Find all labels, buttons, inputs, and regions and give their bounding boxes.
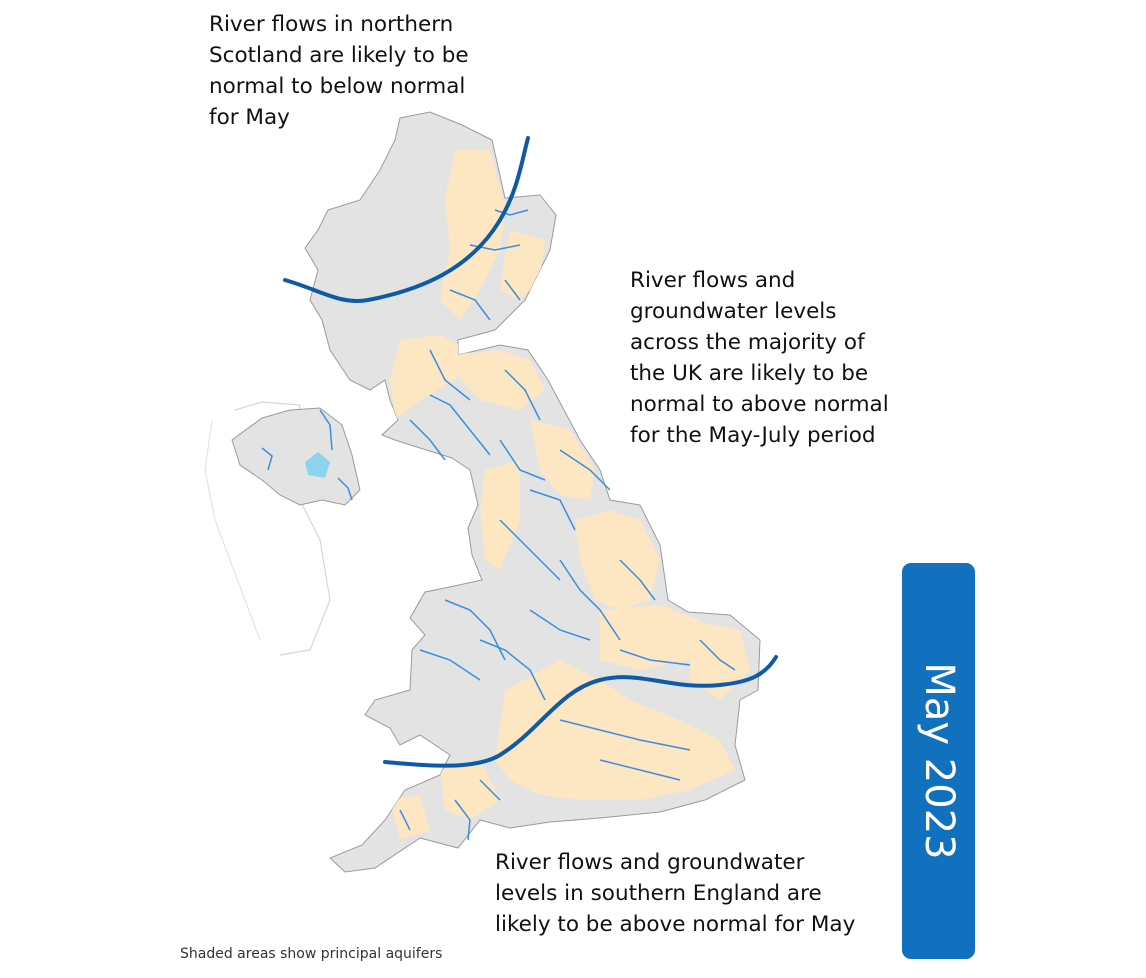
aquifer-shading	[390, 150, 750, 840]
north-annotation-line: for May	[209, 105, 290, 130]
south-annotation-line: likely to be above normal for May	[495, 912, 856, 937]
centre-annotation-line: the UK are likely to be	[630, 361, 869, 386]
date-badge-label: May 2023	[915, 662, 962, 860]
northern-ireland-land	[231, 407, 361, 506]
north-annotation-line: River flows in northern	[209, 12, 454, 37]
centre-annotation: River flows and groundwater levels acros…	[630, 265, 930, 451]
great-britain-land	[304, 111, 761, 873]
northern-boundary-line	[283, 136, 530, 303]
centre-annotation-line: for the May-July period	[630, 423, 876, 448]
north-annotation: River flows in northern Scotland are lik…	[209, 9, 509, 133]
north-annotation-line: normal to below normal	[209, 74, 466, 99]
ireland-outline-west	[204, 419, 261, 641]
south-annotation: River flows and groundwater levels in so…	[495, 847, 875, 940]
aquifer-caption: Shaded areas show principal aquifers	[180, 946, 443, 962]
ni-river-3	[337, 477, 353, 501]
south-annotation-line: River flows and groundwater	[495, 850, 805, 875]
centre-annotation-line: across the majority of	[630, 330, 865, 355]
southern-boundary-line	[383, 655, 778, 768]
ni-river-2	[319, 409, 333, 451]
rivers	[399, 209, 736, 841]
north-annotation-line: Scotland are likely to be	[209, 43, 469, 68]
centre-annotation-line: normal to above normal	[630, 392, 889, 417]
south-annotation-line: levels in southern England are	[495, 881, 822, 906]
centre-annotation-line: groundwater levels	[630, 299, 837, 324]
lough-neagh	[305, 452, 330, 478]
date-badge: May 2023	[902, 563, 975, 959]
centre-annotation-line: River flows and	[630, 268, 796, 293]
ni-river-1	[261, 447, 273, 471]
